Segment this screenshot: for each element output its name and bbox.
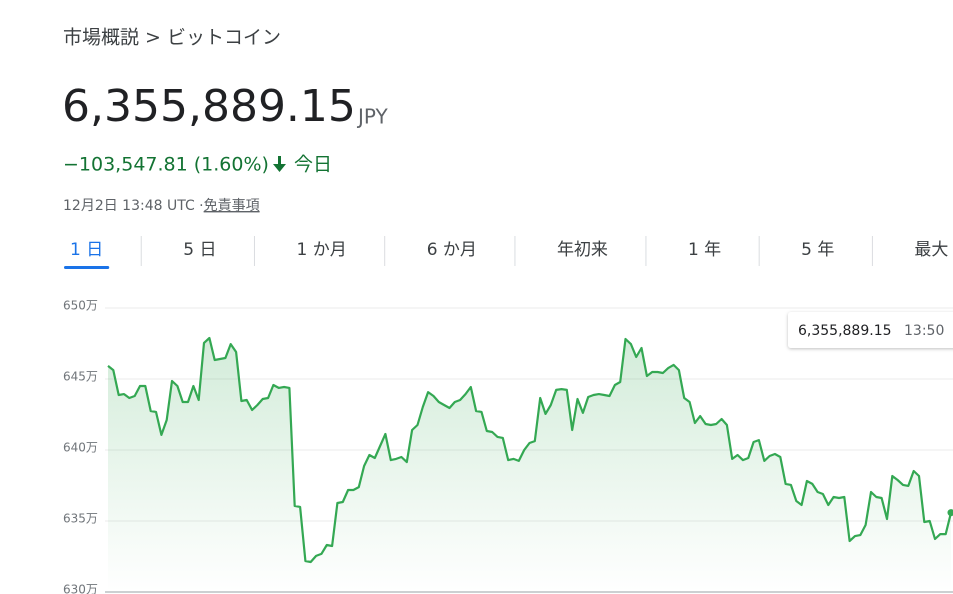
range-tab[interactable]: 最大 xyxy=(914,240,948,260)
y-tick-label: 635万 xyxy=(63,512,98,526)
range-tab[interactable]: 5 日 xyxy=(183,240,216,260)
chart: 630万 635万 640万 645万 650万 xyxy=(63,299,953,594)
range-tab[interactable]: 5 年 xyxy=(801,240,834,260)
disclaimer-link[interactable]: 免責事項 xyxy=(204,198,260,214)
breadcrumb[interactable]: 市場概説 > ビットコイン xyxy=(63,27,281,49)
y-tick-label: 645万 xyxy=(63,370,98,384)
range-tab[interactable]: 1 か月 xyxy=(296,240,346,260)
tooltip: 6,355,889.15 13:50 xyxy=(788,312,953,348)
price-line xyxy=(107,336,953,564)
tooltip-box xyxy=(788,312,953,348)
tooltip-time: 13:50 xyxy=(904,323,944,339)
price: 6,355,889.15 xyxy=(62,81,356,132)
hover-point xyxy=(947,509,953,517)
change: −103,547.81 (1.60%) xyxy=(63,154,269,176)
y-tick-label: 630万 xyxy=(63,583,98,594)
price-area xyxy=(108,338,951,592)
y-tick-label: 650万 xyxy=(63,299,98,313)
timestamp: 12月2日 13:48 UTC · xyxy=(63,198,204,214)
change-period: 今日 xyxy=(294,154,332,176)
tooltip-value: 6,355,889.15 xyxy=(798,323,892,339)
currency: JPY xyxy=(356,105,389,129)
range-tab[interactable]: 6 か月 xyxy=(427,240,477,260)
range-tab[interactable]: 1 日 xyxy=(70,240,103,260)
y-tick-label: 640万 xyxy=(63,441,98,455)
range-tab[interactable]: 年初来 xyxy=(557,240,608,260)
tab-underline xyxy=(64,266,110,269)
range-tabs: 1 日 5 日 1 か月 6 か月 年初来 1 年 5 年 最大 xyxy=(64,236,948,269)
range-tab[interactable]: 1 年 xyxy=(688,240,721,260)
down-arrow xyxy=(273,156,286,172)
